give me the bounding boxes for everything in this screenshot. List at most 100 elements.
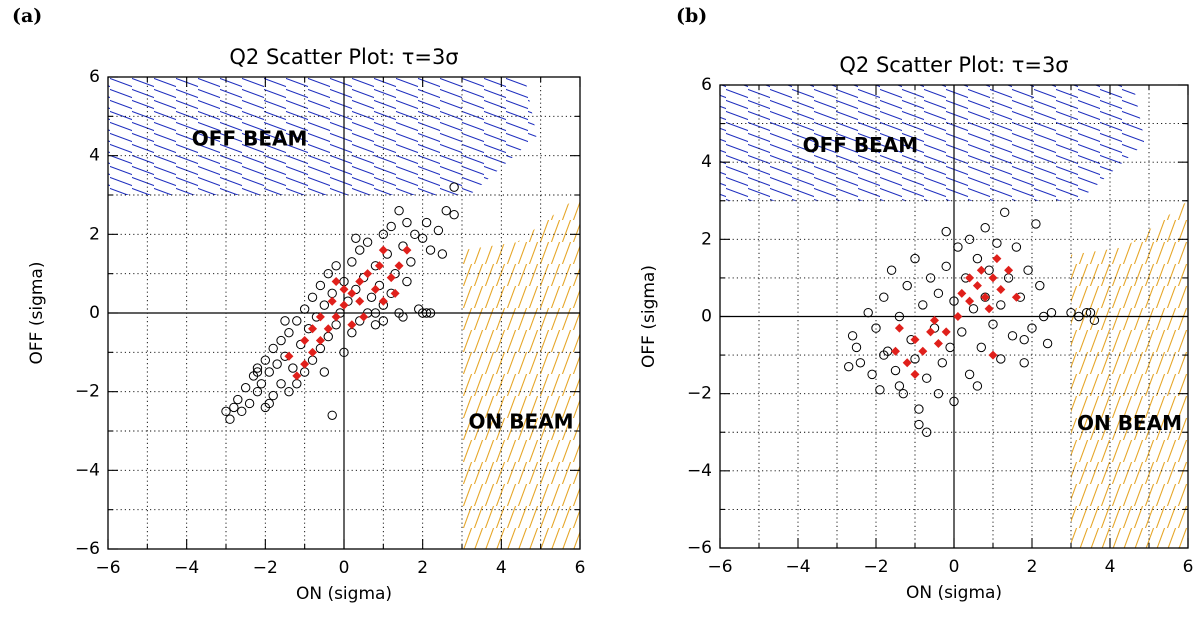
- data-point-circle: [417, 233, 428, 243]
- data-point-diamond: [292, 371, 302, 381]
- data-point-circle: [941, 226, 951, 237]
- y-tick-label: 4: [89, 146, 100, 166]
- data-point-diamond: [363, 269, 373, 279]
- x-tick-label: 4: [496, 558, 507, 578]
- data-point-circle: [327, 288, 337, 299]
- chart-title: Q2 Scatter Plot: τ=3σ: [839, 53, 1068, 77]
- data-point-diamond: [331, 277, 341, 287]
- data-point-diamond: [370, 284, 380, 294]
- data-point-diamond: [953, 312, 963, 321]
- off-beam-region: [108, 77, 537, 195]
- data-point-diamond: [1004, 265, 1014, 275]
- data-point-circle: [972, 381, 983, 391]
- data-point-diamond: [339, 300, 349, 310]
- y-tick-label: 6: [701, 75, 712, 95]
- y-tick-label: 0: [701, 307, 712, 327]
- data-point-circle: [386, 221, 396, 232]
- data-point-diamond: [331, 312, 341, 322]
- data-point-circle: [1011, 242, 1022, 252]
- x-axis-label: ON (sigma): [296, 584, 392, 604]
- data-point-circle: [284, 386, 294, 397]
- data-point-diamond: [374, 261, 384, 271]
- data-point-diamond: [902, 358, 912, 368]
- data-point-circle: [996, 354, 1006, 364]
- data-point-circle: [976, 342, 986, 353]
- data-point-circle: [331, 320, 341, 330]
- data-point-diamond: [339, 284, 349, 294]
- data-point-circle: [1046, 307, 1057, 318]
- data-point-circle: [347, 257, 357, 267]
- data-point-circle: [922, 427, 932, 437]
- data-point-circle: [933, 288, 944, 299]
- chart-title: Q2 Scatter Plot: τ=3σ: [229, 45, 458, 69]
- data-point-diamond: [308, 347, 318, 357]
- data-point-diamond: [402, 245, 412, 255]
- data-point-diamond: [910, 369, 920, 379]
- data-point-circle: [844, 361, 854, 372]
- data-point-circle: [260, 355, 271, 365]
- data-point-circle: [327, 410, 337, 420]
- data-point-diamond: [957, 288, 967, 298]
- data-point-diamond: [315, 336, 325, 346]
- data-point-circle: [307, 292, 318, 302]
- data-point-circle: [252, 386, 263, 397]
- y-tick-label: 4: [701, 152, 712, 172]
- data-point-circle: [339, 347, 349, 358]
- data-point-circle: [268, 390, 278, 401]
- y-tick-label: −6: [75, 539, 100, 559]
- y-axis-label: OFF (sigma): [639, 265, 659, 368]
- data-point-circle: [1023, 265, 1033, 275]
- data-point-circle: [425, 245, 436, 255]
- data-point-circle: [996, 300, 1006, 310]
- data-point-circle: [925, 273, 936, 283]
- x-tick-label: 6: [575, 558, 586, 578]
- data-point-diamond: [972, 281, 982, 291]
- x-tick-label: 4: [1105, 557, 1116, 577]
- data-point-circle: [918, 300, 928, 310]
- data-point-diamond: [323, 324, 333, 334]
- data-point-circle: [292, 316, 302, 326]
- off-beam-label: OFF BEAM: [803, 133, 919, 157]
- data-point-circle: [347, 327, 357, 338]
- data-point-circle: [894, 381, 905, 391]
- data-point-circle: [417, 308, 428, 318]
- data-point-circle: [894, 311, 905, 322]
- on-beam-region: [1071, 200, 1188, 548]
- data-point-circle: [276, 379, 286, 389]
- data-point-circle: [323, 268, 333, 279]
- data-point-circle: [1035, 280, 1045, 291]
- data-point-circle: [264, 398, 274, 409]
- data-point-diamond: [980, 292, 990, 302]
- data-point-circle: [914, 419, 924, 430]
- data-point-circle: [949, 296, 959, 306]
- data-point-circle: [323, 331, 333, 342]
- data-point-circle: [902, 280, 912, 291]
- data-point-diamond: [941, 327, 951, 337]
- data-point-circle: [284, 327, 294, 338]
- data-point-circle: [1066, 307, 1076, 318]
- data-point-circle: [292, 379, 302, 389]
- data-point-circle: [398, 312, 408, 322]
- data-point-circle: [425, 308, 436, 318]
- data-point-circle: [410, 229, 420, 240]
- data-point-diamond: [910, 335, 920, 345]
- data-point-circle: [307, 355, 318, 365]
- data-point-diamond: [386, 273, 396, 283]
- data-point-diamond: [315, 312, 325, 322]
- data-point-circle: [299, 304, 310, 314]
- data-point-diamond: [965, 296, 975, 306]
- data-point-diamond: [996, 284, 1006, 294]
- data-point-circle: [268, 343, 278, 354]
- data-point-circle: [280, 316, 290, 326]
- data-point-circle: [394, 206, 404, 216]
- data-point-circle: [366, 292, 377, 302]
- data-point-circle: [957, 327, 967, 337]
- data-point-diamond: [965, 273, 975, 283]
- data-point-diamond: [300, 359, 310, 369]
- data-point-circle: [441, 206, 451, 216]
- data-point-circle: [351, 233, 361, 243]
- data-point-diamond: [1011, 292, 1021, 302]
- data-point-circle: [355, 245, 365, 255]
- on-beam-region: [462, 195, 580, 549]
- data-point-circle: [319, 300, 330, 310]
